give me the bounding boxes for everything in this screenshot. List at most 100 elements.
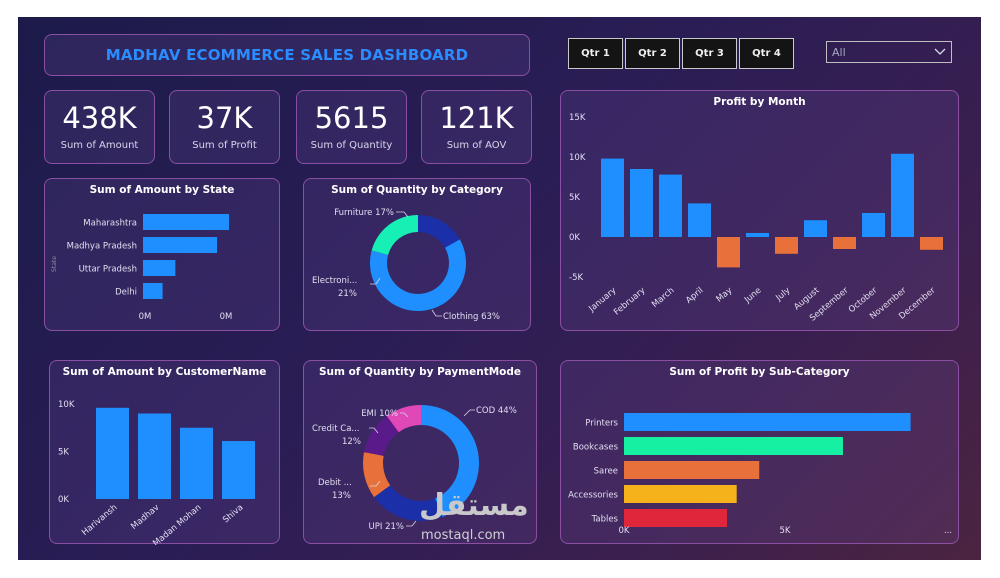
category-label: Maharashtra bbox=[83, 219, 137, 229]
donut-slice bbox=[363, 452, 391, 498]
x-tick-label: Madhav bbox=[129, 503, 161, 532]
qtr-3-button[interactable]: Qtr 3 bbox=[682, 38, 737, 69]
kpi-label: Sum of AOV bbox=[446, 140, 507, 151]
x-tick-label: May bbox=[715, 286, 735, 305]
bar bbox=[624, 509, 728, 527]
slice-label: Debit ... bbox=[318, 478, 352, 488]
slice-label: Furniture 17% bbox=[334, 208, 394, 218]
bar bbox=[833, 237, 856, 249]
kpi-value: 438K bbox=[62, 101, 137, 135]
kpi-label: Sum of Amount bbox=[60, 140, 139, 151]
kpi-label: Sum of Profit bbox=[192, 140, 257, 151]
donut-slice bbox=[370, 239, 466, 311]
y-tick-label: 0K bbox=[58, 495, 69, 505]
x-tick-label: Shiva bbox=[221, 503, 245, 526]
y-axis-title: State bbox=[51, 256, 58, 272]
slice-label: COD 44% bbox=[476, 406, 517, 416]
chart-profit-by-month: Profit by Month 15K 10K 5K 0K -5K January Febr… bbox=[560, 90, 959, 331]
bar bbox=[746, 233, 769, 237]
y-tick-label: 10K bbox=[569, 153, 586, 163]
donut-slice bbox=[418, 215, 460, 248]
x-tick-label: 0K bbox=[619, 526, 630, 536]
category-label: Madhya Pradesh bbox=[67, 242, 137, 252]
x-tick-label: 0M bbox=[139, 312, 152, 322]
bar bbox=[775, 237, 798, 254]
kpi-value: 121K bbox=[439, 101, 514, 135]
bar bbox=[143, 260, 176, 276]
bar bbox=[180, 427, 213, 499]
leader-line bbox=[431, 309, 442, 317]
chart-quantity-by-paymentmode: Sum of Quantity by PaymentMode COD 44% UP… bbox=[303, 360, 537, 544]
qtr-4-button[interactable]: Qtr 4 bbox=[739, 38, 794, 69]
category-donut-chart: Furniture 17% Electroni... 21% Clothing 63% bbox=[312, 208, 500, 322]
leader-line bbox=[370, 480, 381, 487]
leader-line bbox=[463, 409, 475, 417]
bar bbox=[222, 441, 255, 499]
qtr-2-button[interactable]: Qtr 2 bbox=[625, 38, 680, 69]
bar bbox=[96, 407, 129, 499]
slice-label: Electroni... bbox=[312, 276, 357, 286]
kpi-label: Sum of Quantity bbox=[310, 140, 393, 151]
quarter-slicer: Qtr 1 Qtr 2 Qtr 3 Qtr 4 bbox=[568, 38, 794, 69]
bar bbox=[630, 169, 653, 237]
dashboard-canvas: MADHAV ECOMMERCE SALES DASHBOARD Qtr 1 Q… bbox=[18, 17, 981, 560]
x-tick-label: Harivansh bbox=[80, 503, 119, 538]
kpi-card-profit: 37K Sum of Profit bbox=[169, 90, 280, 164]
qtr-1-button[interactable]: Qtr 1 bbox=[568, 38, 623, 69]
chart-profit-by-subcategory: Sum of Profit by Sub-Category Printers Bo… bbox=[560, 360, 959, 544]
filter-dropdown[interactable]: All bbox=[826, 41, 952, 63]
x-tick-label: ... bbox=[944, 526, 952, 536]
y-tick-label: 0K bbox=[569, 233, 580, 243]
category-label: Tables bbox=[591, 515, 619, 525]
title-card: MADHAV ECOMMERCE SALES DASHBOARD bbox=[44, 34, 530, 76]
kpi-card-aov: 121K Sum of AOV bbox=[421, 90, 532, 164]
category-label: Accessories bbox=[568, 491, 618, 501]
filter-selected-value: All bbox=[832, 45, 846, 59]
slice-label: 13% bbox=[332, 491, 351, 501]
leader-line bbox=[369, 427, 379, 434]
x-tick-label: July bbox=[774, 286, 793, 304]
bar bbox=[624, 485, 737, 503]
watermark-latin: mostaql.com bbox=[421, 528, 506, 543]
bar bbox=[143, 214, 229, 230]
donut-slice bbox=[421, 405, 479, 517]
donut-slice bbox=[386, 405, 421, 433]
bar bbox=[143, 237, 218, 253]
bar bbox=[601, 158, 624, 237]
x-tick-label: 5K bbox=[780, 526, 791, 536]
chart-title: Sum of Amount by CustomerName bbox=[62, 366, 267, 378]
bar bbox=[891, 153, 914, 237]
x-tick-label: February bbox=[612, 286, 647, 318]
subcategory-bar-chart: Printers Bookcases Saree Accessories Tables0… bbox=[568, 413, 952, 536]
y-tick-label: 15K bbox=[569, 113, 586, 123]
chart-title: Sum of Quantity by PaymentMode bbox=[318, 366, 522, 378]
leader-line bbox=[400, 412, 409, 418]
kpi-card-amount: 438K Sum of Amount bbox=[44, 90, 155, 164]
chart-amount-by-customer: Sum of Amount by CustomerName 10K 5K 0K Har… bbox=[49, 360, 280, 545]
slice-label: EMI 10% bbox=[361, 409, 398, 419]
kpi-card-quantity: 5615 Sum of Quantity bbox=[296, 90, 407, 164]
slice-label: UPI 21% bbox=[369, 522, 404, 532]
x-tick-label: April bbox=[684, 286, 705, 306]
donut-slice bbox=[374, 485, 443, 521]
y-tick-label: 5K bbox=[58, 448, 69, 458]
slice-label: Credit Ca... bbox=[312, 424, 360, 434]
chart-title: Sum of Profit by Sub-Category bbox=[669, 366, 850, 378]
bar bbox=[688, 203, 711, 237]
chart-amount-by-state: Sum of Amount by State State Maharashtra M… bbox=[44, 178, 280, 331]
y-tick-label: 10K bbox=[58, 400, 75, 410]
page-title: MADHAV ECOMMERCE SALES DASHBOARD bbox=[105, 46, 469, 64]
donut-slice bbox=[364, 416, 399, 456]
category-label: Uttar Pradesh bbox=[79, 265, 137, 275]
category-label: Saree bbox=[594, 467, 618, 477]
leader-line bbox=[406, 520, 417, 527]
slice-label: 12% bbox=[342, 437, 361, 447]
y-tick-label: 5K bbox=[569, 193, 580, 203]
bar bbox=[804, 220, 827, 237]
chevron-down-icon bbox=[934, 48, 946, 55]
bar bbox=[659, 174, 682, 237]
leader-line bbox=[396, 211, 409, 218]
chart-title: Sum of Amount by State bbox=[89, 184, 235, 196]
chart-title: Sum of Quantity by Category bbox=[331, 184, 503, 196]
